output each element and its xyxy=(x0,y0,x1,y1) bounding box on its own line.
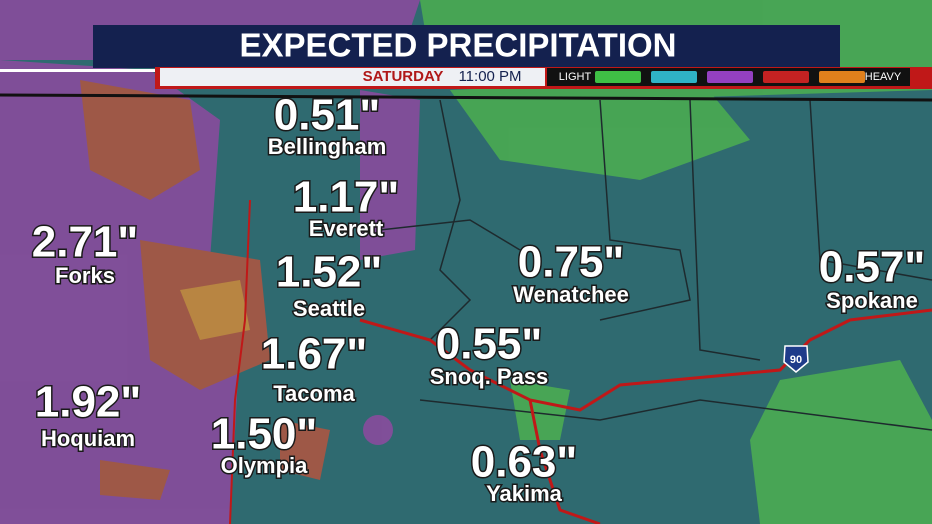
legend-swatch xyxy=(651,71,697,83)
interstate-5 xyxy=(229,199,251,524)
day: SATURDAY xyxy=(363,68,444,85)
borders xyxy=(0,93,932,431)
precip-amount: 2.71" xyxy=(32,218,139,267)
header-rule xyxy=(0,69,155,72)
precip-amount: 1.17" xyxy=(293,173,400,222)
city-name: Tacoma xyxy=(273,381,355,406)
precip-amount: 1.67" xyxy=(261,330,368,379)
highway xyxy=(528,399,601,524)
legend-swatch xyxy=(819,71,865,83)
legend-high: HEAVY xyxy=(865,71,902,83)
precip-amount: 0.57" xyxy=(819,243,926,292)
precip-amount: 1.92" xyxy=(35,378,142,427)
city-name: Seattle xyxy=(293,296,365,321)
city-name: Wenatchee xyxy=(513,282,629,307)
legend-swatch xyxy=(595,71,641,83)
legend-swatches xyxy=(595,71,865,83)
city-name: Snoq. Pass xyxy=(430,364,549,389)
legend-swatch xyxy=(763,71,809,83)
time-panel xyxy=(160,68,545,86)
highway-number: 90 xyxy=(790,354,802,366)
location-labels: 0.51"Bellingham 1.17"Everett 2.71"Forks 1.5… xyxy=(30,89,927,507)
title-bar xyxy=(93,25,840,68)
city-name: Olympia xyxy=(221,453,309,478)
city-name: Forks xyxy=(55,263,115,288)
city-name: Everett xyxy=(309,216,384,241)
legend-low: LIGHT xyxy=(559,71,592,83)
title: EXPECTED PRECIPITATION xyxy=(240,27,677,64)
interstate-90 xyxy=(359,308,932,412)
legend-swatch xyxy=(707,71,753,83)
precip-amount: 0.75" xyxy=(518,238,625,287)
city-name: Hoquiam xyxy=(41,426,135,451)
time: 11:00 PM xyxy=(458,68,521,85)
highway-shield: 90 xyxy=(783,345,809,373)
precip-amount: 0.63" xyxy=(471,438,578,487)
city-name: Yakima xyxy=(486,481,563,506)
city-name: Bellingham xyxy=(268,134,387,159)
city-name: Spokane xyxy=(826,288,918,313)
precip-amount: 0.55" xyxy=(436,320,543,369)
precip-amount: 0.51" xyxy=(274,91,381,140)
precip-amount: 1.52" xyxy=(276,248,383,297)
precip-amount: 1.50" xyxy=(211,410,318,459)
